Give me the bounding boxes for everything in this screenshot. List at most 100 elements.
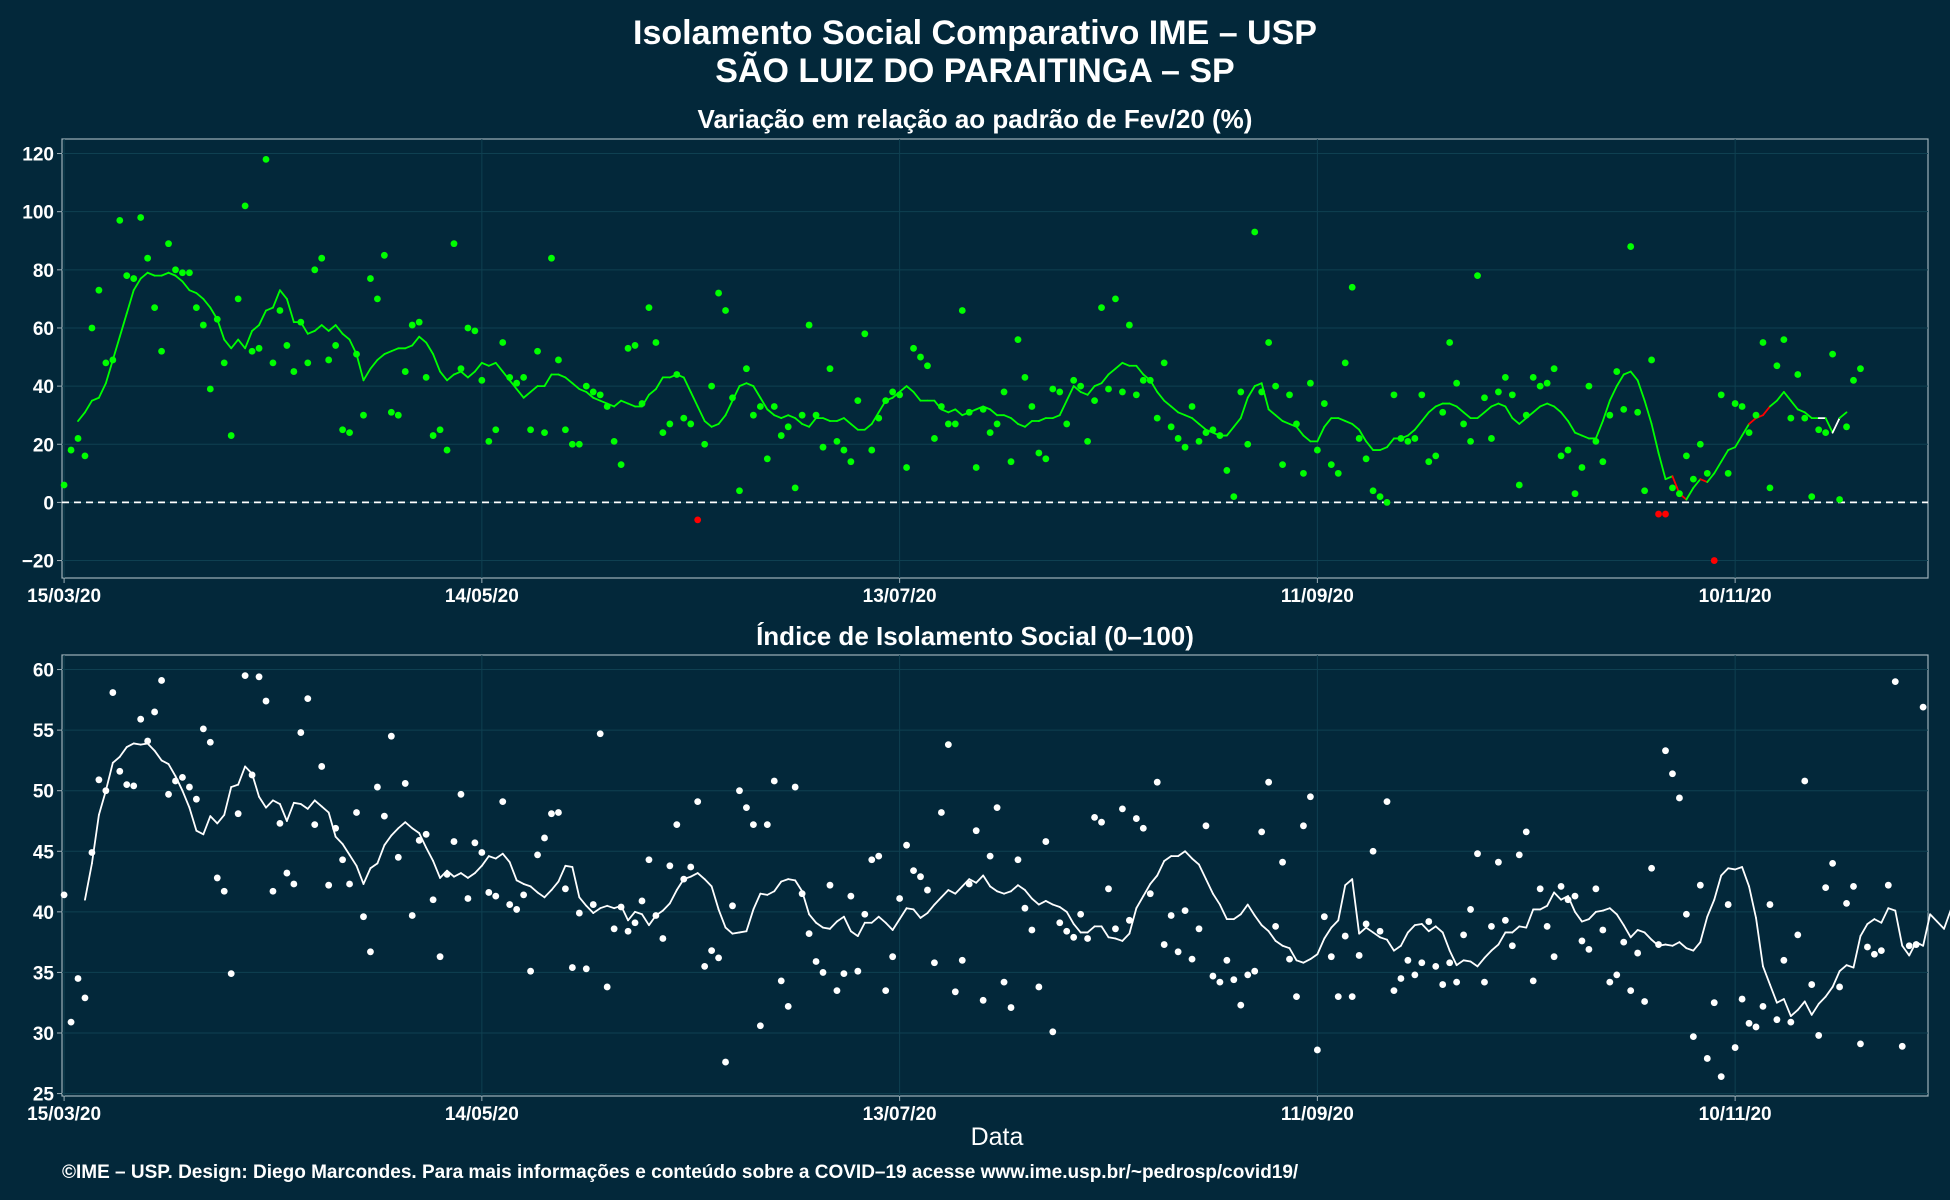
moving-average-segment: [237, 338, 247, 350]
moving-average-segment: [1351, 878, 1361, 935]
data-point: [603, 983, 611, 991]
data-point: [67, 446, 75, 454]
data-point: [1731, 1044, 1739, 1051]
moving-average-segment: [1003, 890, 1012, 895]
data-point: [562, 885, 569, 893]
data-point: [1446, 959, 1454, 967]
moving-average-segment: [933, 896, 943, 906]
moving-average-segment: [745, 908, 755, 933]
moving-average-segment: [473, 361, 483, 373]
moving-average-segment: [1796, 408, 1806, 414]
data-point: [1105, 885, 1112, 893]
moving-average-segment: [1852, 935, 1862, 969]
data-point: [596, 391, 604, 399]
moving-average-segment: [773, 414, 783, 419]
moving-average-segment: [1560, 411, 1569, 422]
data-point: [1000, 978, 1008, 986]
moving-average-segment: [174, 274, 184, 283]
moving-average-segment: [1518, 417, 1528, 425]
data-point: [1592, 437, 1600, 445]
moving-average-segment: [111, 335, 121, 361]
moving-average-segment: [1525, 908, 1535, 929]
data-point: [861, 330, 869, 338]
data-point: [513, 379, 521, 387]
data-point: [276, 307, 284, 314]
moving-average-segment: [1072, 923, 1082, 934]
moving-average-segment: [1838, 964, 1848, 973]
data-point: [1355, 952, 1363, 959]
data-point: [889, 388, 897, 396]
moving-average-segment: [265, 799, 274, 809]
moving-average-segment: [557, 864, 567, 883]
moving-average-segment: [1776, 391, 1785, 402]
data-point: [1007, 1004, 1015, 1011]
moving-average-segment: [494, 852, 504, 860]
moving-average-segment: [1267, 408, 1277, 417]
data-point: [74, 435, 82, 442]
moving-average-segment: [355, 864, 365, 885]
moving-average-segment: [557, 373, 567, 379]
moving-average-segment: [1588, 910, 1597, 921]
moving-average-segment: [592, 907, 602, 914]
data-point: [1529, 373, 1537, 381]
moving-average-segment: [1685, 486, 1695, 501]
data-point: [1717, 1073, 1725, 1081]
data-point: [1244, 440, 1252, 448]
data-point: [1529, 977, 1537, 985]
moving-average-segment: [1539, 904, 1549, 911]
data-point: [1745, 429, 1753, 437]
data-point: [784, 1002, 792, 1010]
data-point: [645, 304, 653, 312]
data-point: [116, 767, 124, 775]
data-point: [1689, 1033, 1697, 1041]
moving-average-segment: [195, 829, 205, 836]
data-point: [1091, 397, 1098, 405]
data-point: [631, 342, 639, 349]
data-point: [290, 880, 298, 888]
data-point: [694, 516, 702, 524]
moving-average-segment: [1601, 907, 1611, 912]
moving-average-segment: [1706, 472, 1716, 483]
moving-average-segment: [1769, 399, 1778, 408]
data-point: [116, 217, 124, 224]
moving-average-segment: [822, 926, 831, 930]
data-point: [1557, 883, 1565, 890]
data-point: [777, 432, 785, 439]
moving-average-segment: [738, 930, 748, 934]
data-point: [1139, 824, 1147, 832]
data-point: [1606, 411, 1614, 419]
moving-average-segment: [912, 391, 922, 402]
moving-average-segment: [446, 373, 455, 382]
moving-average-segment: [996, 890, 1005, 895]
data-point: [1411, 971, 1419, 979]
chart-subtitle: SÃO LUIZ DO PARAITINGA – SP: [715, 52, 1234, 90]
data-point: [1174, 435, 1182, 442]
data-point: [88, 324, 96, 332]
y-tick-label: 60: [33, 319, 54, 340]
moving-average-segment: [989, 885, 998, 893]
data-point: [1070, 376, 1078, 384]
moving-average-segment: [564, 864, 574, 868]
moving-average-segment: [1198, 423, 1207, 431]
data-point: [1042, 838, 1050, 845]
data-point: [1745, 1019, 1753, 1027]
data-point: [617, 903, 625, 911]
data-point: [1383, 499, 1391, 506]
data-point: [1801, 414, 1809, 422]
moving-average-segment: [1017, 884, 1026, 891]
moving-average-segment: [1246, 385, 1256, 399]
data-point: [1710, 557, 1718, 564]
moving-average-segment: [780, 414, 790, 419]
data-point: [123, 781, 131, 789]
data-point: [673, 821, 681, 829]
moving-average-segment: [341, 332, 351, 341]
moving-average-segment: [1727, 867, 1737, 871]
moving-average-segment: [1316, 937, 1326, 956]
data-point: [241, 672, 249, 679]
moving-average-segment: [1664, 475, 1674, 481]
moving-average-segment: [1532, 405, 1542, 414]
data-point: [965, 880, 973, 888]
data-point: [1731, 400, 1739, 407]
moving-average-segment: [808, 913, 817, 924]
moving-average-segment: [1762, 405, 1771, 417]
